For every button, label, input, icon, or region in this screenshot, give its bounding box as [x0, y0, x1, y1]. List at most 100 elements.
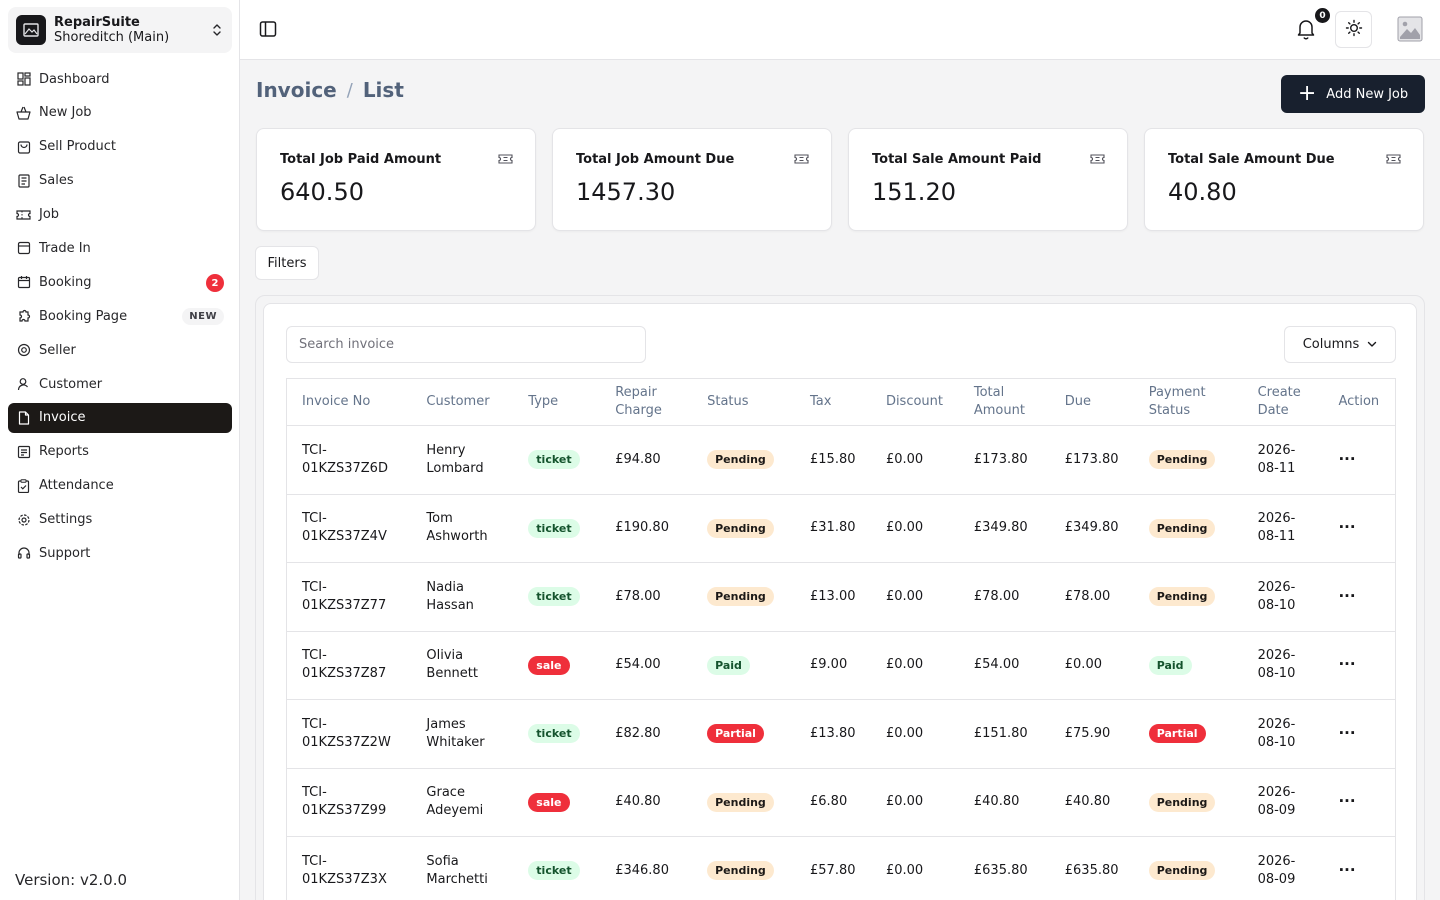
table-row[interactable]: TCI-01KZS37Z99 Grace Adeyemi sale £40.80… — [286, 768, 1396, 837]
payment-status-badge: Pending — [1148, 518, 1216, 538]
column-header[interactable]: Create Date — [1242, 378, 1324, 426]
more-actions-icon[interactable]: ··· — [1338, 449, 1356, 468]
sidebar-item-label: Seller — [39, 342, 76, 358]
ticket-icon — [1386, 153, 1401, 166]
discount: £0.00 — [870, 699, 959, 769]
sidebar-item-label: Customer — [39, 376, 103, 392]
stat-card-sale-paid: Total Sale Amount Paid 151.20 — [848, 128, 1128, 231]
topbar: 0 — [240, 0, 1440, 60]
sidebar-item-invoice[interactable]: Invoice — [8, 402, 232, 433]
customer-name: Nadia Hassan — [411, 562, 514, 632]
table-row[interactable]: TCI-01KZS37Z77 Nadia Hassan ticket £78.0… — [286, 562, 1396, 632]
plus-icon: + — [1297, 81, 1317, 106]
column-header[interactable]: Status — [692, 378, 795, 426]
add-new-job-button[interactable]: + Add New Job — [1281, 75, 1425, 113]
stat-value: 640.50 — [280, 178, 364, 206]
store-switcher[interactable]: RepairSuite Shoreditch (Main) — [8, 7, 232, 53]
add-new-job-label: Add New Job — [1326, 86, 1409, 102]
new-job-icon — [16, 105, 31, 120]
type-badge: ticket — [528, 587, 580, 607]
sun-icon — [1345, 19, 1363, 41]
customer-name: Tom Ashworth — [411, 494, 514, 563]
columns-button[interactable]: Columns — [1284, 326, 1396, 363]
invoice-table: Invoice No Customer Type Repair Charge S… — [286, 378, 1396, 900]
repair-charge: £190.80 — [600, 494, 693, 563]
discount: £0.00 — [870, 425, 959, 495]
customer-name: James Whitaker — [411, 699, 514, 769]
repair-charge: £78.00 — [600, 562, 693, 632]
stat-card-job-due: Total Job Amount Due 1457.30 — [552, 128, 832, 231]
column-header[interactable]: Customer — [411, 378, 514, 426]
sidebar-item-booking[interactable]: Booking 2 — [8, 267, 232, 297]
columns-label: Columns — [1302, 337, 1360, 352]
more-actions-icon[interactable]: ··· — [1338, 655, 1356, 674]
column-header[interactable]: Total Amount — [958, 378, 1050, 426]
repair-charge: £40.80 — [600, 768, 693, 837]
filters-button[interactable]: Filters — [255, 246, 319, 280]
payment-status-badge: Pending — [1148, 792, 1216, 812]
sidebar-item-dashboard[interactable]: Dashboard — [8, 64, 232, 94]
sidebar-item-job[interactable]: Job — [8, 200, 232, 230]
tax: £57.80 — [795, 836, 871, 900]
invoice-number: TCI-01KZS37Z2W — [286, 699, 412, 769]
avatar[interactable] — [1397, 16, 1423, 42]
invoice-number: TCI-01KZS37Z77 — [286, 562, 412, 632]
column-header[interactable]: Tax — [795, 378, 871, 426]
customer-name: Sofia Marchetti — [411, 836, 514, 900]
sidebar-item-sell-product[interactable]: Sell Product — [8, 132, 232, 162]
column-header[interactable]: Type — [513, 378, 601, 426]
due-amount: £75.90 — [1049, 699, 1134, 769]
stat-title: Total Job Amount Due — [576, 152, 735, 167]
more-actions-icon[interactable]: ··· — [1338, 518, 1356, 537]
more-actions-icon[interactable]: ··· — [1338, 723, 1356, 742]
stat-title: Total Sale Amount Due — [1168, 152, 1335, 167]
sidebar-item-booking-page[interactable]: Booking Page NEW — [8, 301, 232, 331]
table-row[interactable]: TCI-01KZS37Z3X Sofia Marchetti ticket £3… — [286, 836, 1396, 900]
stat-value: 40.80 — [1168, 178, 1237, 206]
calendar-icon — [16, 275, 31, 290]
theme-toggle-button[interactable] — [1335, 11, 1372, 48]
sidebar-item-attendance[interactable]: Attendance — [8, 471, 232, 501]
invoice-number: TCI-01KZS37Z3X — [286, 836, 412, 900]
stat-title: Total Job Paid Amount — [280, 152, 442, 167]
payment-status-badge: Pending — [1148, 861, 1216, 881]
repair-charge: £94.80 — [600, 425, 693, 495]
more-actions-icon[interactable]: ··· — [1338, 792, 1356, 811]
column-header[interactable]: Repair Charge — [600, 378, 693, 426]
payment-status-badge: Partial — [1148, 724, 1206, 744]
table-row[interactable]: TCI-01KZS37Z4V Tom Ashworth ticket £190.… — [286, 494, 1396, 563]
breadcrumb-section[interactable]: Invoice — [256, 78, 337, 102]
sidebar-item-trade-in[interactable]: Trade In — [8, 233, 232, 263]
type-badge: ticket — [528, 518, 580, 538]
sidebar-item-label: Invoice — [39, 410, 86, 426]
table-row[interactable]: TCI-01KZS37Z2W James Whitaker ticket £82… — [286, 699, 1396, 769]
column-header[interactable]: Discount — [870, 378, 959, 426]
notification-bell-icon[interactable] — [1296, 18, 1316, 40]
invoice-number: TCI-01KZS37Z4V — [286, 494, 412, 563]
sidebar-item-reports[interactable]: Reports — [8, 437, 232, 467]
more-actions-icon[interactable]: ··· — [1338, 586, 1356, 605]
tax: £31.80 — [795, 494, 871, 563]
sidebar-item-customer[interactable]: Customer — [8, 369, 232, 399]
column-header[interactable]: Payment Status — [1133, 378, 1243, 426]
column-header[interactable]: Invoice No — [286, 378, 412, 426]
sidebar-item-support[interactable]: Support — [8, 538, 232, 568]
repair-charge: £82.80 — [600, 699, 693, 769]
due-amount: £173.80 — [1049, 425, 1134, 495]
more-actions-icon[interactable]: ··· — [1338, 860, 1356, 879]
due-amount: £349.80 — [1049, 494, 1134, 563]
discount: £0.00 — [870, 768, 959, 837]
sidebar-item-seller[interactable]: Seller — [8, 335, 232, 365]
type-badge: sale — [528, 792, 570, 812]
table-row[interactable]: TCI-01KZS37Z87 Olivia Bennett sale £54.0… — [286, 631, 1396, 700]
sidebar-item-label: Dashboard — [39, 71, 110, 87]
sidebar-item-settings[interactable]: Settings — [8, 505, 232, 535]
sidebar-toggle-icon[interactable] — [258, 19, 278, 39]
search-input[interactable] — [286, 326, 646, 363]
sidebar-item-new-job[interactable]: New Job — [8, 98, 232, 128]
table-row[interactable]: TCI-01KZS37Z6D Henry Lombard ticket £94.… — [286, 425, 1396, 495]
sidebar-item-sales[interactable]: Sales — [8, 166, 232, 196]
dashboard-icon — [16, 72, 31, 87]
column-header[interactable]: Due — [1049, 378, 1134, 426]
status-badge: Paid — [707, 655, 750, 675]
